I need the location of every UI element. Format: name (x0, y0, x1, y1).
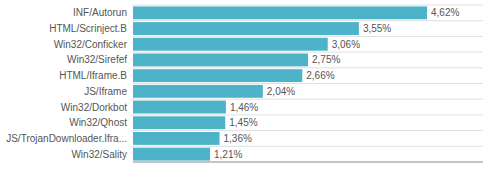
data-label: 2,66% (306, 70, 334, 81)
bar (133, 132, 220, 145)
x-axis-line (133, 162, 483, 163)
bar (133, 54, 308, 67)
row-separator (133, 162, 483, 163)
bar (133, 101, 226, 114)
data-label: 1,45% (229, 117, 257, 128)
data-label: 3,55% (363, 23, 391, 34)
chart: Win32/Sality JS/TrojanDownloader.Ifra... W… (0, 0, 497, 170)
row-separator (133, 146, 483, 147)
category-label: INF/Autorun (73, 7, 127, 18)
category-label: Win32/Qhost (69, 117, 127, 128)
row-separator (133, 5, 483, 6)
row-separators (133, 5, 483, 162)
category-label: Win32/Sality (71, 149, 127, 160)
row-separator (133, 114, 483, 115)
bar (133, 85, 263, 98)
data-label: 1,36% (224, 133, 252, 144)
data-label: 4,62% (431, 7, 459, 18)
row-separator (133, 67, 483, 68)
data-label: 3,06% (332, 39, 360, 50)
category-label: JS/TrojanDownloader.Ifra... (6, 133, 127, 144)
bars (133, 6, 427, 160)
data-labels: 1,21% 1,36% 1,45% 1,46% 2,04% 2,66% 2,75% 3,06%… (214, 7, 459, 159)
category-label: Win32/Dorkbot (61, 102, 127, 113)
data-label: 2,75% (312, 54, 340, 65)
category-label: Win32/Sirefef (67, 54, 127, 65)
category-label: HTML/Iframe.B (59, 70, 127, 81)
category-label: JS/Iframe (84, 86, 127, 97)
data-label: 1,46% (230, 102, 258, 113)
row-separator (133, 20, 483, 21)
bar (133, 38, 328, 51)
y-tick-labels: Win32/Sality JS/TrojanDownloader.Ifra... W… (6, 7, 127, 159)
bar (133, 22, 359, 35)
row-separator (133, 99, 483, 100)
row-separator (133, 36, 483, 37)
bar (133, 6, 427, 19)
category-label: Win32/Conficker (54, 39, 128, 50)
bar (133, 116, 225, 129)
bar (133, 69, 302, 82)
data-label: 2,04% (267, 86, 295, 97)
data-label: 1,21% (214, 149, 242, 160)
row-separator (133, 52, 483, 53)
category-label: HTML/Scrinject.B (49, 23, 127, 34)
row-separator (133, 130, 483, 131)
row-separator (133, 83, 483, 84)
bar (133, 148, 210, 161)
